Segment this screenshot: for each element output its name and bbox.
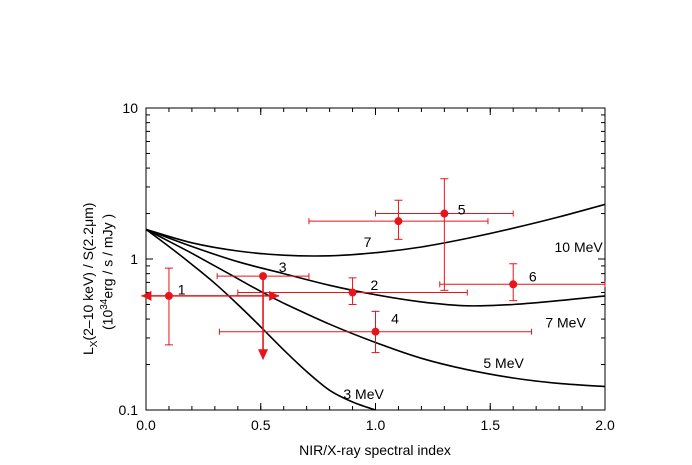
data-point	[371, 327, 380, 336]
x-tick-label: 1.5	[481, 417, 501, 433]
x-tick-label: 0.0	[136, 417, 156, 433]
data-point	[259, 272, 268, 281]
model-curve	[145, 203, 606, 257]
model-curve	[145, 228, 606, 388]
model-curve	[145, 228, 376, 411]
x-axis-label: NIR/X-ray spectral index	[299, 442, 451, 458]
y-tick-label: 0.1	[119, 402, 139, 418]
x-tick-label: 2.0	[595, 417, 615, 433]
model-curve	[145, 228, 606, 307]
x-tick-label: 1.0	[366, 417, 386, 433]
y-axis-label-line2: (1034erg / s / mJy )	[99, 213, 116, 330]
x-tick-label: 0.5	[251, 417, 271, 433]
y-upper-limit-arrow	[258, 349, 269, 361]
curve-label: 3 MeV	[343, 386, 384, 402]
data-point	[164, 291, 173, 300]
data-point-label: 5	[458, 202, 466, 218]
curve-label: 5 MeV	[483, 355, 524, 371]
data-point-label: 7	[364, 234, 372, 250]
data-point	[509, 280, 518, 289]
plot-frame	[145, 107, 606, 411]
data-point-label: 4	[391, 311, 399, 327]
data-point	[440, 209, 449, 218]
data-point-label: 2	[371, 277, 379, 293]
curve-label: 7 MeV	[545, 314, 586, 330]
data-point-label: 6	[529, 268, 537, 284]
curve-label: 10 MeV	[555, 239, 604, 255]
y-axis-label-line1: LX(2–10 keV) / S(2.2μm)	[80, 202, 100, 355]
data-point-label: 1	[178, 282, 186, 298]
x-limit-arrow	[141, 290, 152, 301]
y-tick-label: 10	[122, 100, 138, 116]
data-point	[394, 217, 403, 226]
x-limit-arrow	[269, 290, 280, 301]
y-tick-label: 1	[130, 251, 138, 267]
data-point-label: 3	[279, 259, 287, 275]
data-point	[348, 288, 357, 297]
